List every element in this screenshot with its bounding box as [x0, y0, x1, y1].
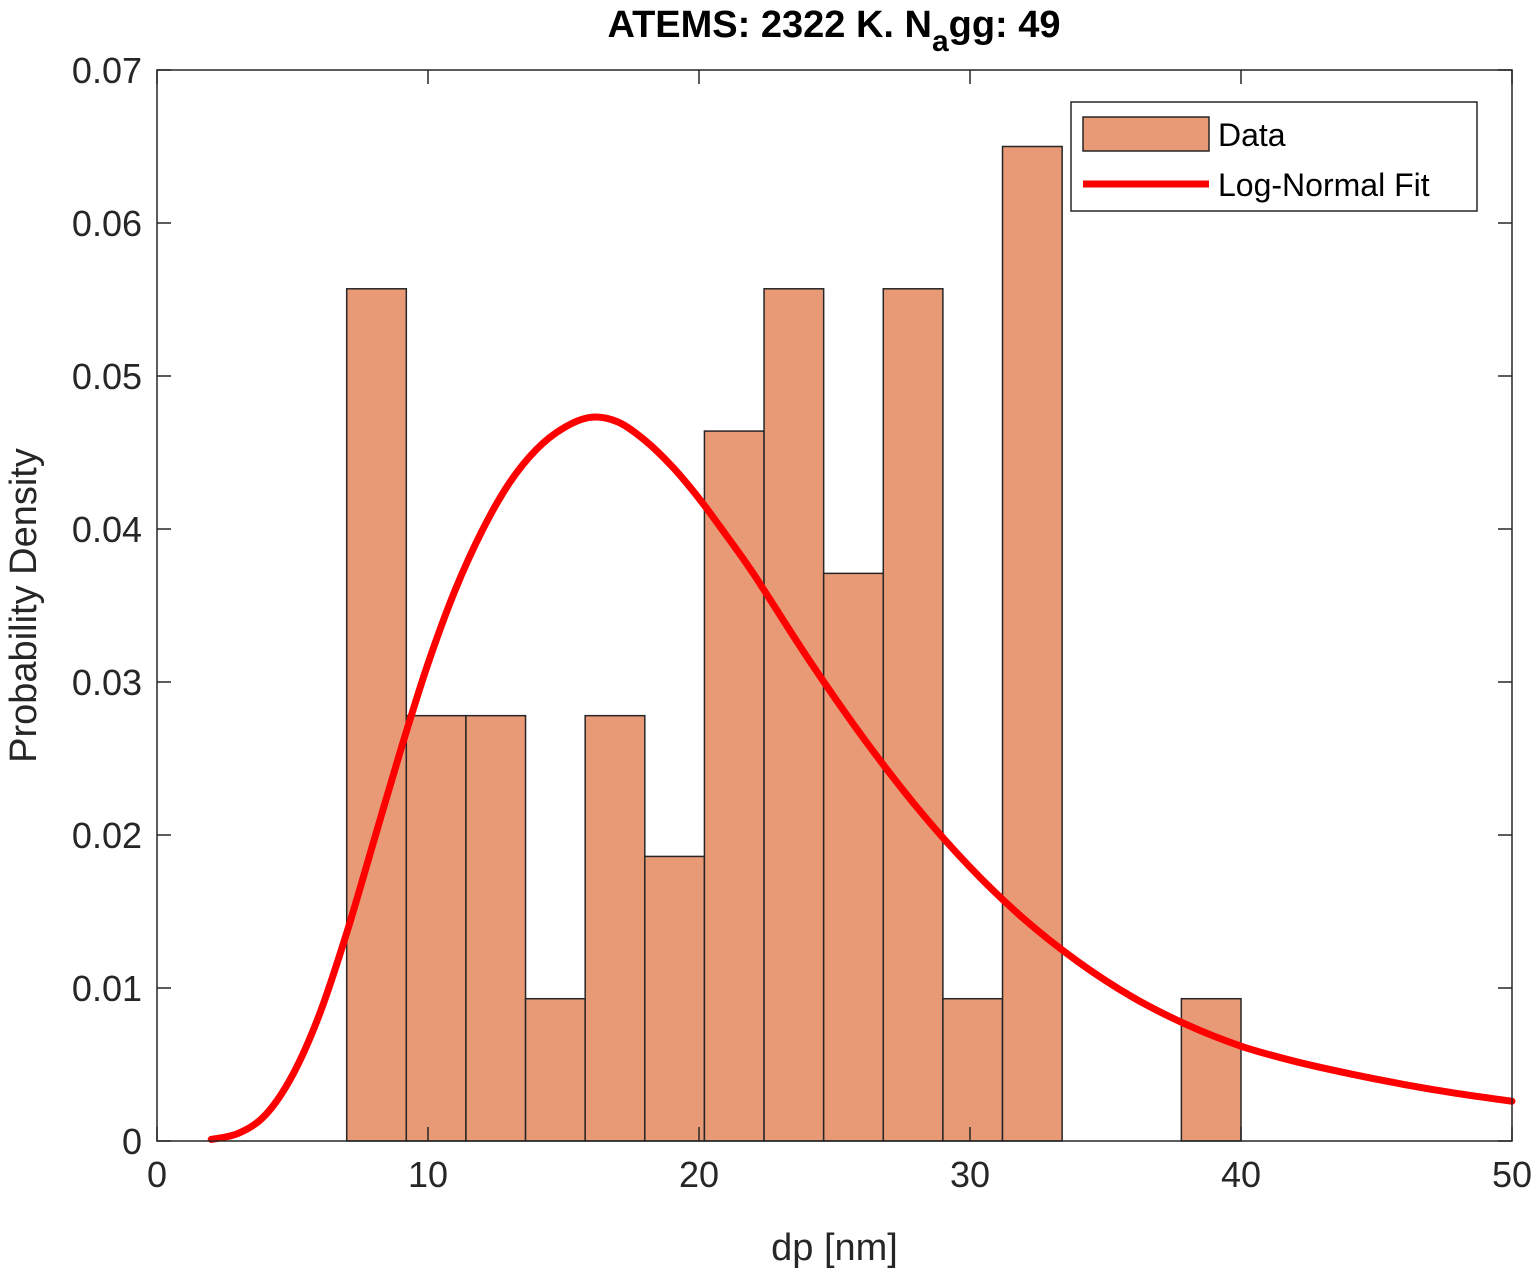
y-tick-label: 0.07	[72, 50, 142, 91]
x-tick-label: 20	[679, 1154, 719, 1195]
y-tick-label: 0.04	[72, 509, 142, 550]
chart-title-subscript: a	[932, 25, 949, 58]
legend: Data Log-Normal Fit	[1070, 101, 1478, 212]
plot-area-frame	[156, 69, 1513, 1142]
histogram-bar	[644, 855, 706, 1142]
y-tick-label: 0.02	[72, 815, 142, 856]
x-tick-label: 0	[147, 1154, 167, 1195]
histogram-bar	[1001, 145, 1063, 1142]
histogram-bar	[822, 572, 885, 1142]
chart-title-main: ATEMS: 2322 K. N	[607, 4, 931, 46]
histogram-bar	[1180, 997, 1242, 1142]
y-tick-label: 0	[122, 1121, 142, 1162]
x-axis-label: dp [nm]	[771, 1227, 898, 1269]
histogram-bar	[524, 997, 586, 1142]
histogram-bar	[942, 997, 1004, 1142]
x-tick-label: 50	[1492, 1154, 1532, 1195]
legend-label-fit: Log-Normal Fit	[1218, 167, 1430, 203]
y-axis-label: Probability Density	[3, 448, 45, 763]
x-tick-label: 10	[408, 1154, 448, 1195]
histogram-bar	[405, 714, 467, 1142]
histogram-bar	[703, 430, 765, 1142]
axis-tick-labels: 0 10 20 30 40 50 0 0.01 0.02 0.03 0.04 0.05 0.06 0.07	[72, 50, 1532, 1195]
x-tick-label: 40	[1221, 1154, 1261, 1195]
log-normal-fit-line	[207, 413, 1516, 1143]
histogram-bar	[465, 714, 527, 1142]
chart-title-suffix: gg: 49	[949, 4, 1061, 46]
histogram-bars	[345, 145, 1242, 1142]
histogram-bar	[345, 288, 408, 1142]
y-tick-label: 0.06	[72, 203, 142, 244]
histogram-bar	[882, 288, 944, 1142]
y-tick-label: 0.03	[72, 662, 142, 703]
histogram-bar	[763, 288, 825, 1142]
y-tick-label: 0.01	[72, 968, 142, 1009]
legend-label-data: Data	[1218, 117, 1286, 153]
chart-title: ATEMS: 2322 K. Nagg: 49	[607, 4, 1060, 58]
axis-ticks	[156, 69, 1513, 1142]
x-tick-label: 30	[950, 1154, 990, 1195]
y-tick-label: 0.05	[72, 356, 142, 397]
legend-swatch-data	[1082, 116, 1210, 152]
histogram-bar	[584, 714, 646, 1142]
